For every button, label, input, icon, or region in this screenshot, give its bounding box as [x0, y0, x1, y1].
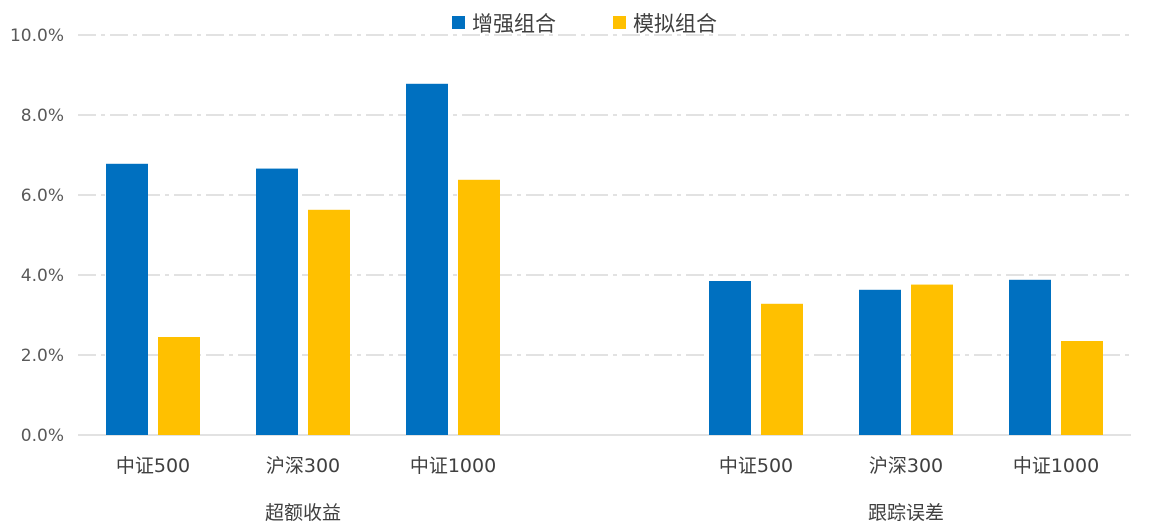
bar-simulated — [761, 303, 803, 435]
legend-swatch-enhanced — [452, 16, 465, 29]
bar-simulated — [158, 337, 200, 435]
gridlines — [78, 34, 1131, 436]
y-tick-label: 0.0% — [21, 426, 64, 446]
x-category-label: 沪深300 — [869, 455, 943, 477]
x-category-label: 中证1000 — [1013, 455, 1099, 477]
x-axis: 中证500 沪深300 中证1000 超额收益 中证500 沪深300 中证1000 跟踪误差 — [116, 455, 1099, 524]
bar-enhanced — [709, 281, 751, 435]
legend-swatch-simulated — [613, 16, 626, 29]
x-group-label: 超额收益 — [265, 502, 341, 524]
bar-simulated — [308, 209, 350, 435]
bar-simulated — [458, 179, 500, 435]
y-tick-label: 2.0% — [21, 346, 64, 366]
y-tick-label: 8.0% — [21, 106, 64, 126]
y-tick-label: 6.0% — [21, 186, 64, 206]
x-category-label: 沪深300 — [266, 455, 340, 477]
bar-enhanced — [406, 83, 448, 436]
legend-label-simulated: 模拟组合 — [633, 12, 717, 36]
y-tick-label: 10.0% — [10, 26, 64, 46]
bars — [106, 83, 1103, 436]
y-axis: 0.0% 2.0% 4.0% 6.0% 8.0% 10.0% — [10, 26, 64, 446]
bar-enhanced — [106, 163, 148, 436]
x-category-label: 中证500 — [116, 455, 190, 477]
x-category-label: 中证500 — [719, 455, 793, 477]
bar-enhanced — [1009, 279, 1051, 435]
x-group-label: 跟踪误差 — [868, 502, 944, 524]
x-category-label: 中证1000 — [410, 455, 496, 477]
bar-enhanced — [256, 168, 298, 435]
bar-simulated — [1061, 341, 1103, 435]
legend-label-enhanced: 增强组合 — [472, 12, 556, 36]
bar-simulated — [911, 284, 953, 435]
y-tick-label: 4.0% — [21, 266, 64, 286]
bar-enhanced — [859, 289, 901, 435]
legend: 增强组合 模拟组合 — [452, 12, 717, 36]
